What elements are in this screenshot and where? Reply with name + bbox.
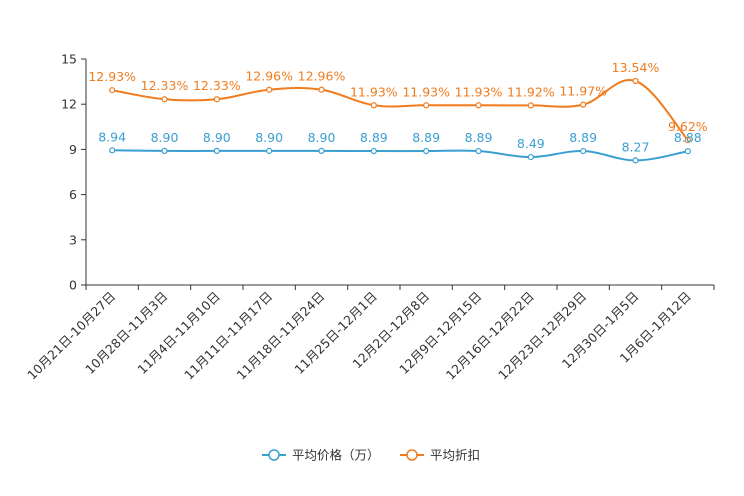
- data-point[interactable]: [161, 96, 168, 103]
- y-tick-label: 15: [61, 52, 77, 67]
- data-point[interactable]: [161, 147, 168, 155]
- data-label: 8.89: [569, 130, 597, 145]
- data-label: 8.88: [674, 130, 702, 145]
- x-tick-label: 11月11日-11月17日: [181, 289, 275, 383]
- data-point[interactable]: [580, 147, 587, 155]
- data-labels: 8.94 8.90 8.90 8.90 8.90 8.89 8.89 8.89 8.49 8.89…: [88, 60, 707, 154]
- data-point[interactable]: [684, 148, 691, 155]
- y-tick-label: 0: [69, 278, 77, 293]
- legend-item-1[interactable]: 平均折扣: [400, 448, 480, 463]
- data-point[interactable]: [475, 102, 482, 109]
- x-tick-label: 12月23日-12月29日: [495, 289, 589, 383]
- legend-label: 平均折扣: [430, 448, 480, 463]
- data-point[interactable]: [423, 102, 430, 109]
- data-point[interactable]: [580, 101, 587, 108]
- data-point[interactable]: [475, 147, 482, 155]
- data-label: 8.90: [255, 130, 283, 145]
- data-label: 8.89: [412, 130, 440, 145]
- data-label: 13.54%: [612, 60, 660, 75]
- data-label: 11.93%: [402, 84, 450, 99]
- data-label: 11.93%: [350, 84, 398, 99]
- data-point[interactable]: [370, 102, 377, 109]
- series-layer: [109, 77, 691, 164]
- data-point[interactable]: [318, 86, 325, 93]
- data-label: 12.96%: [245, 69, 293, 84]
- data-point[interactable]: [213, 96, 220, 103]
- data-label: 12.33%: [141, 78, 189, 93]
- data-point[interactable]: [632, 77, 639, 85]
- x-tick-label: 11月18日-11月24日: [233, 289, 327, 383]
- x-tick-label: 10月21日-10月27日: [24, 289, 118, 383]
- legend[interactable]: 平均价格（万） 平均折扣: [262, 448, 480, 463]
- series-line-0: [112, 149, 689, 162]
- data-point[interactable]: [527, 102, 534, 109]
- data-label: 8.89: [465, 130, 493, 145]
- legend-circle-icon: [268, 449, 280, 461]
- data-point[interactable]: [527, 153, 534, 161]
- data-label: 8.49: [517, 136, 545, 151]
- data-label: 8.27: [622, 139, 650, 154]
- data-label: 8.90: [203, 130, 231, 145]
- axes: 0369121510月21日-10月27日10月28日-11月3日11月4日-1…: [24, 52, 715, 383]
- y-tick-label: 3: [69, 232, 77, 247]
- data-label: 12.33%: [193, 78, 241, 93]
- data-point[interactable]: [266, 147, 273, 155]
- data-point[interactable]: [213, 147, 220, 155]
- data-point[interactable]: [109, 87, 116, 94]
- legend-circle-icon: [406, 449, 418, 461]
- data-label: 11.92%: [507, 84, 555, 99]
- data-label: 8.94: [98, 129, 126, 144]
- data-point[interactable]: [370, 147, 377, 155]
- y-tick-label: 6: [69, 187, 77, 202]
- legend-label: 平均价格（万）: [292, 448, 380, 463]
- data-label: 8.90: [151, 130, 179, 145]
- data-label: 11.93%: [455, 84, 503, 99]
- data-label: 11.97%: [559, 84, 607, 99]
- data-label: 12.96%: [298, 69, 346, 84]
- data-label: 9.62%: [668, 119, 708, 134]
- data-point[interactable]: [109, 147, 116, 154]
- data-label: 8.89: [360, 130, 388, 145]
- data-point[interactable]: [318, 147, 325, 155]
- legend-item-0[interactable]: 平均价格（万）: [262, 448, 380, 463]
- data-point[interactable]: [632, 157, 639, 164]
- data-label: 8.90: [308, 130, 336, 145]
- data-point[interactable]: [266, 86, 273, 93]
- data-point[interactable]: [423, 147, 430, 155]
- data-point[interactable]: [684, 136, 691, 144]
- y-tick-label: 9: [69, 142, 77, 157]
- data-label: 12.93%: [88, 69, 136, 84]
- x-tick-label: 12月16日-12月22日: [443, 289, 537, 383]
- y-tick-label: 12: [61, 97, 77, 112]
